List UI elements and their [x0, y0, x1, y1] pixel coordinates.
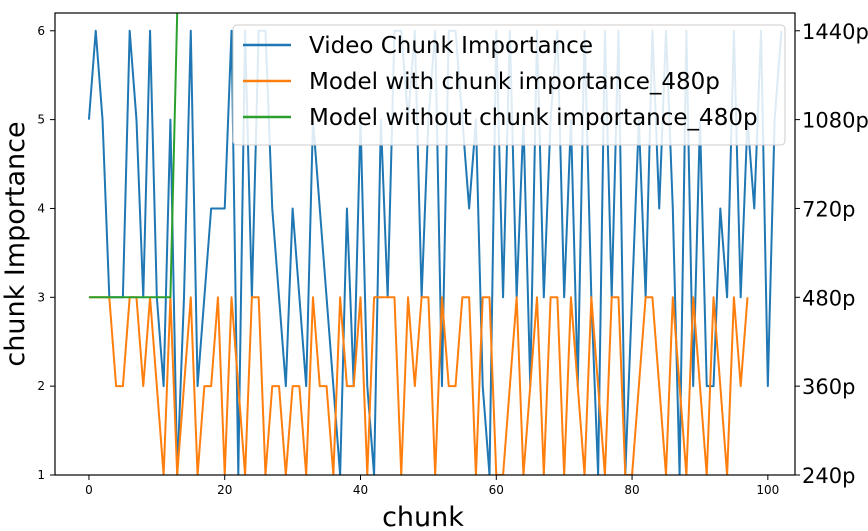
y-tick-label-left: 4: [37, 201, 45, 215]
legend-box: [232, 24, 786, 146]
y-tick-label-right: 480p: [802, 286, 855, 310]
x-axis-label: chunk: [382, 502, 464, 531]
legend: Video Chunk Importance Model with chunk i…: [232, 24, 786, 146]
x-tick-label: 20: [217, 483, 232, 497]
x-tick-label: 100: [756, 483, 779, 497]
series-line-3: [88, 13, 179, 299]
x-tick-label: 0: [85, 483, 93, 497]
y-tick-label-left: 2: [37, 379, 45, 393]
x-tick-label: 60: [489, 483, 504, 497]
y-tick-label-left: 3: [37, 290, 45, 304]
y-axis-label: chunk Importance: [0, 121, 31, 366]
y-axis-left: 1 2 3 4 5 6: [37, 24, 55, 482]
y-axis-right: 240p 360p 480p 720p 1080p 1440p: [795, 20, 868, 488]
legend-label: Video Chunk Importance: [309, 33, 593, 59]
y-tick-label-right: 1080p: [802, 109, 868, 133]
y-tick-label-left: 1: [37, 468, 45, 482]
legend-label: Model without chunk importance_480p: [309, 105, 758, 131]
y-tick-label-right: 240p: [802, 464, 855, 488]
y-tick-label-left: 5: [37, 113, 45, 127]
y-tick-label-right: 360p: [802, 375, 855, 399]
series-line-2: [88, 296, 749, 475]
plot-frame: [54, 12, 796, 476]
x-tick-label: 40: [353, 483, 368, 497]
y-tick-label-left: 6: [37, 24, 45, 38]
y-tick-label-right: 1440p: [802, 20, 868, 44]
y-tick-label-right: 720p: [802, 197, 855, 221]
x-axis: 0 20 40 60 80 100: [85, 475, 779, 497]
legend-label: Model with chunk importance_480p: [309, 69, 720, 95]
x-tick-label: 80: [624, 483, 639, 497]
